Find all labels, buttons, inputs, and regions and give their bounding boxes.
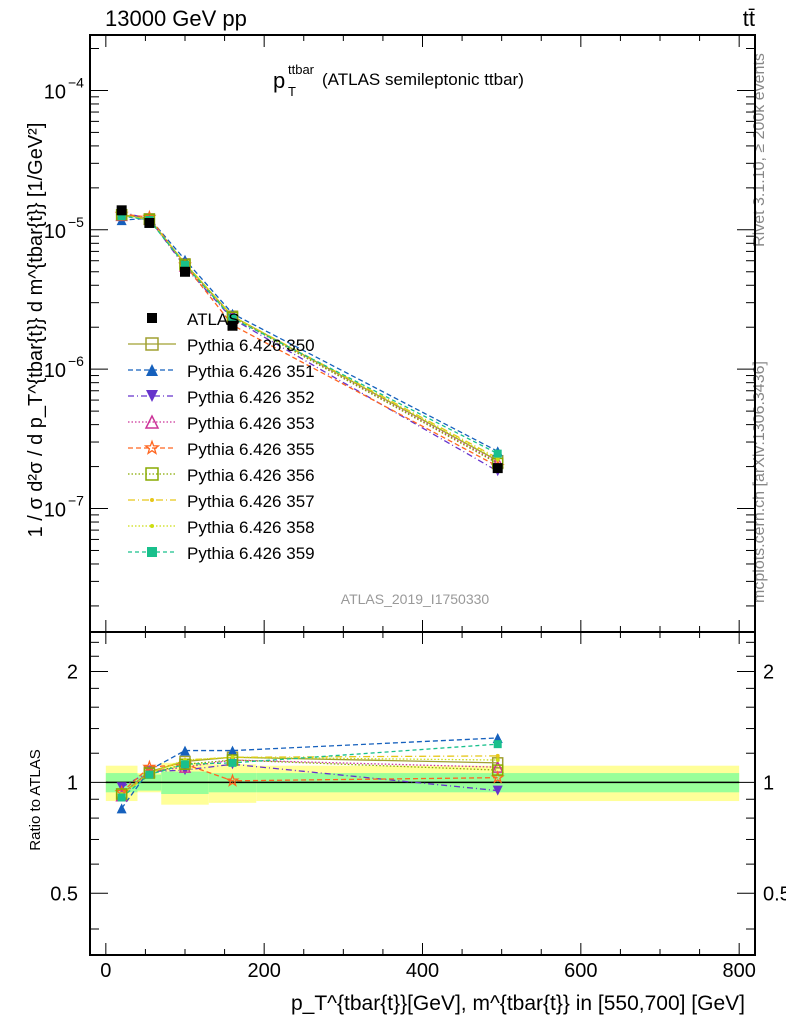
legend-label: Pythia 6.426 352 — [187, 388, 315, 407]
ratio-point — [145, 770, 154, 779]
atlas-data-point — [144, 217, 155, 228]
x-tick-label: 0 — [100, 960, 111, 982]
ratio-tick-label-left: 2 — [67, 661, 78, 683]
y-tick-label: 10 — [44, 81, 66, 103]
title-sub: T — [288, 84, 296, 99]
ratio-tick-label-right: 1 — [763, 772, 774, 794]
series-line-4 — [121, 213, 499, 467]
title-sup: ttbar — [288, 62, 315, 77]
ratio-tick-label-right: 0.5 — [763, 883, 786, 905]
analysis-watermark: ATLAS_2019_I1750330 — [341, 591, 490, 607]
legend-atlas-label: ATLAS — [187, 310, 240, 329]
legend-marker — [146, 364, 158, 376]
svg-text:p: p — [273, 68, 285, 93]
legend-label: Pythia 6.426 356 — [187, 466, 315, 485]
y-tick-exponent: −4 — [68, 74, 84, 90]
legend-marker — [145, 337, 159, 351]
legend-marker — [150, 524, 154, 528]
ratio-point — [493, 740, 502, 749]
x-tick-label: 800 — [722, 960, 755, 982]
legend-atlas-marker — [147, 313, 157, 323]
y-tick-exponent: −7 — [68, 493, 84, 509]
ratio-point — [142, 759, 157, 774]
ratio-tick-label-right: 2 — [763, 661, 774, 683]
series-line-2 — [121, 211, 499, 472]
legend-marker — [143, 439, 161, 455]
atlas-data-point — [180, 266, 190, 277]
ratio-point — [228, 758, 237, 767]
legend-label: Pythia 6.426 357 — [187, 492, 315, 511]
y-tick-label: 10 — [44, 221, 66, 243]
title-rest: (ATLAS semileptonic ttbar) — [322, 70, 524, 89]
ratio-line-3 — [121, 759, 498, 797]
ratio-tick-label-left: 0.5 — [50, 883, 78, 905]
legend-label: Pythia 6.426 359 — [187, 544, 315, 563]
legend-label: Pythia 6.426 350 — [187, 336, 315, 355]
ratio-point — [492, 785, 503, 796]
ratio-point — [491, 764, 504, 776]
y-tick-label: 10 — [44, 500, 66, 522]
x-tick-label: 400 — [406, 960, 439, 982]
ratio-point — [227, 745, 238, 756]
ratio-point — [180, 745, 190, 756]
x-tick-label: 200 — [247, 960, 280, 982]
atlas-data-point — [227, 320, 238, 331]
header-right: tt̄ — [743, 6, 755, 31]
mcplots-label: mcplots.cern.ch [arXiv:1306.3436] — [751, 361, 768, 603]
legend-label: Pythia 6.426 351 — [187, 362, 315, 381]
x-axis-label: p_T^{tbar{t}}[GeV], m^{tbar{t}} in [550,… — [291, 992, 745, 1015]
legend-marker — [147, 547, 157, 557]
legend-marker — [145, 467, 159, 481]
legend-marker — [150, 498, 154, 502]
ratio-point — [225, 773, 240, 787]
ratio-point — [230, 755, 235, 760]
ratio-point — [116, 803, 127, 814]
y-axis-label: 1 / σ d²σ / d p_T^{tbar{t}} d m^{tbar{t}… — [25, 123, 47, 538]
legend-marker — [146, 390, 158, 402]
ratio-tick-label-left: 1 — [67, 772, 78, 794]
ratio-axis-label: Ratio to ATLAS — [27, 749, 44, 850]
series-point — [495, 457, 500, 462]
legend-label: Pythia 6.426 358 — [187, 518, 315, 537]
legend-label: Pythia 6.426 353 — [187, 414, 315, 433]
title-p: p — [273, 68, 285, 93]
y-tick-exponent: −5 — [68, 214, 84, 230]
legend-label: Pythia 6.426 355 — [187, 440, 315, 459]
legend-marker — [144, 414, 160, 429]
atlas-data-point — [116, 205, 127, 216]
y-tick-exponent: −6 — [68, 353, 84, 369]
ratio-point — [117, 793, 126, 802]
rivet-label: Rivet 3.1.10, ≥ 200k events — [751, 53, 768, 247]
atlas-data-point — [492, 463, 503, 474]
series-point — [228, 314, 237, 323]
main-frame — [89, 34, 756, 633]
series-point — [493, 449, 502, 458]
series-point — [181, 260, 189, 269]
x-tick-label: 600 — [564, 960, 597, 982]
y-tick-label: 10 — [44, 360, 66, 382]
ratio-point — [495, 758, 500, 763]
plot-title: p ttbar T (ATLAS semileptonic ttbar) — [273, 62, 524, 99]
ratio-point — [490, 770, 505, 784]
header-left: 13000 GeV pp — [105, 6, 247, 31]
series-point — [117, 212, 126, 221]
ratio-point — [181, 760, 189, 769]
ratio-point — [495, 753, 500, 758]
